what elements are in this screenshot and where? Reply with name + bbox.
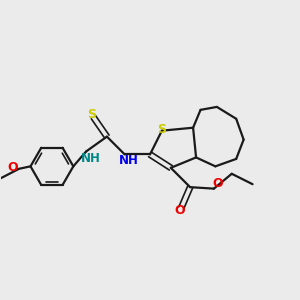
Text: O: O — [8, 161, 18, 174]
Text: S: S — [158, 123, 166, 136]
Text: O: O — [174, 204, 185, 218]
Text: S: S — [88, 108, 97, 122]
Text: O: O — [212, 177, 223, 190]
Text: NH: NH — [81, 152, 100, 164]
Text: NH: NH — [119, 154, 139, 167]
